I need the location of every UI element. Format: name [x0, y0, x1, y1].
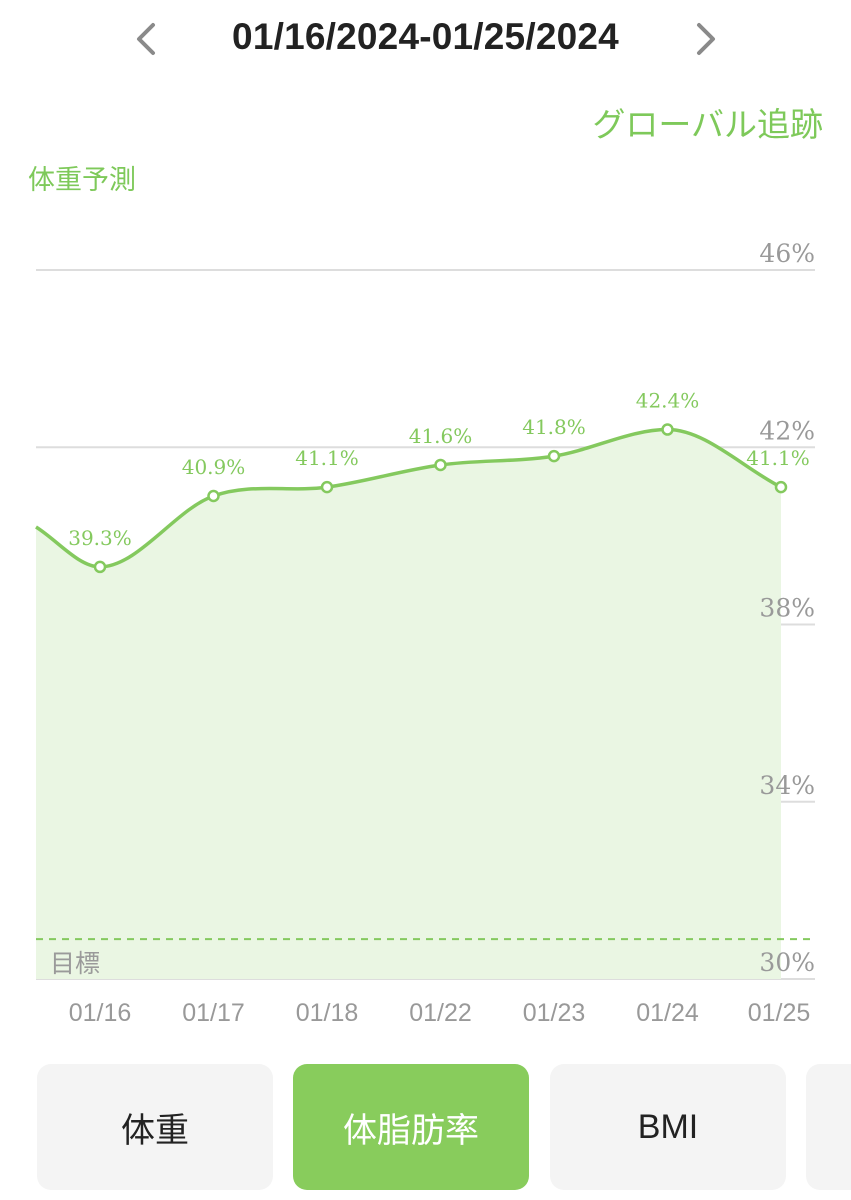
metric-tabs: 体重 体脂肪率 BMI [0, 1064, 851, 1192]
data-labels: 39.3% 40.9% 41.1% 41.6% 41.8% 42.4% 41.1% [68, 389, 810, 550]
date-range-title: 01/16/2024-01/25/2024 [232, 16, 619, 57]
data-label: 39.3% [68, 526, 132, 550]
y-tick-label: 38% [759, 594, 815, 623]
weight-prediction-label: 体重予測 [28, 165, 136, 196]
chevron-left-icon [137, 23, 155, 55]
data-label: 41.8% [522, 415, 586, 439]
goal-label: 目標 [50, 949, 100, 978]
y-tick-label: 46% [759, 239, 815, 268]
data-label: 41.1% [746, 446, 810, 470]
x-tick-label: 01/17 [182, 999, 245, 1027]
x-tick-label: 01/18 [296, 999, 359, 1027]
data-point [661, 423, 674, 436]
x-axis-ticks: 01/16 01/17 01/18 01/22 01/23 01/24 01/25 [69, 999, 811, 1027]
tab-weight[interactable]: 体重 [37, 1064, 273, 1190]
x-tick-label: 01/24 [636, 999, 699, 1027]
x-tick-label: 01/23 [523, 999, 586, 1027]
data-label: 41.6% [409, 424, 473, 448]
chevron-right-icon [697, 23, 715, 55]
tab-bmi[interactable]: BMI [550, 1064, 786, 1190]
area-fill [36, 429, 781, 979]
data-point [547, 449, 561, 463]
data-label: 42.4% [636, 389, 700, 413]
data-point [320, 480, 334, 494]
data-points [93, 423, 788, 574]
data-label: 40.9% [182, 455, 246, 479]
body-fat-chart: 目標 46% 42% 38% 34% 30% 39.3% 40.9% 41.1% 41.6% 4… [35, 239, 815, 1027]
y-tick-label: 42% [759, 416, 815, 445]
x-tick-label: 01/22 [409, 999, 472, 1027]
previous-range-button[interactable] [126, 14, 166, 64]
y-tick-label: 30% [759, 948, 815, 977]
data-point [207, 489, 220, 503]
y-tick-label: 34% [759, 771, 815, 800]
next-range-button[interactable] [686, 14, 726, 64]
global-tracking-link[interactable]: グローバル追跡 [592, 105, 823, 144]
data-label: 41.1% [295, 446, 359, 470]
x-tick-label: 01/25 [748, 999, 811, 1027]
data-point [93, 560, 107, 574]
data-point [434, 458, 447, 472]
tab-more[interactable] [806, 1064, 851, 1190]
data-point [774, 480, 788, 494]
tab-body-fat[interactable]: 体脂肪率 [293, 1064, 529, 1190]
date-range-header: 01/16/2024-01/25/2024 [0, 0, 851, 80]
y-axis-ticks: 46% 42% 38% 34% 30% [759, 239, 815, 977]
x-tick-label: 01/16 [69, 999, 132, 1027]
